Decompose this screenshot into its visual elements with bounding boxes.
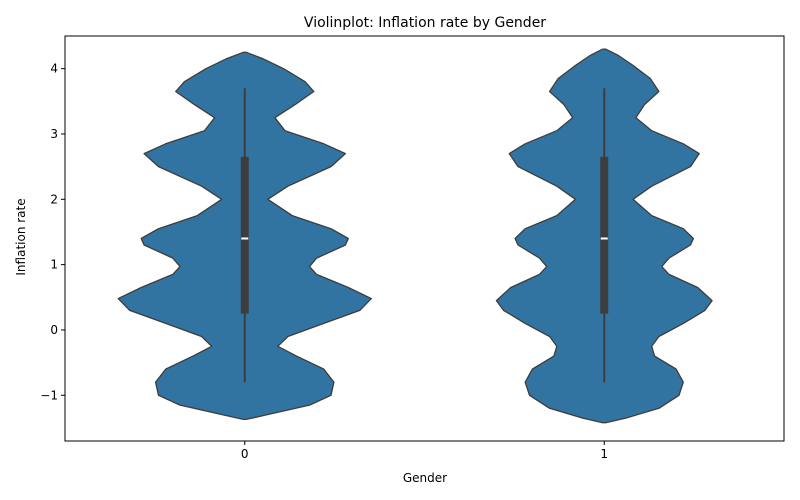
y-tick-label: 4 — [50, 62, 58, 76]
y-tick-label: 0 — [50, 323, 58, 337]
x-axis-label: Gender — [403, 471, 447, 485]
x-tick-label: 1 — [600, 447, 608, 461]
chart-title: Violinplot: Inflation rate by Gender — [304, 15, 546, 31]
y-axis: −1 0 1 2 3 4 — [40, 62, 65, 402]
y-axis-label: Inflation rate — [14, 198, 28, 275]
plot-frame — [64, 35, 785, 442]
violin-iqr-box — [240, 156, 249, 314]
plot-area — [117, 48, 713, 424]
y-tick-label: 1 — [50, 258, 58, 272]
y-tick-label: −1 — [40, 388, 58, 402]
violin-iqr-box — [600, 156, 609, 314]
x-tick-label: 0 — [241, 447, 249, 461]
y-tick-label: 3 — [50, 127, 58, 141]
y-tick-label: 2 — [50, 192, 58, 206]
